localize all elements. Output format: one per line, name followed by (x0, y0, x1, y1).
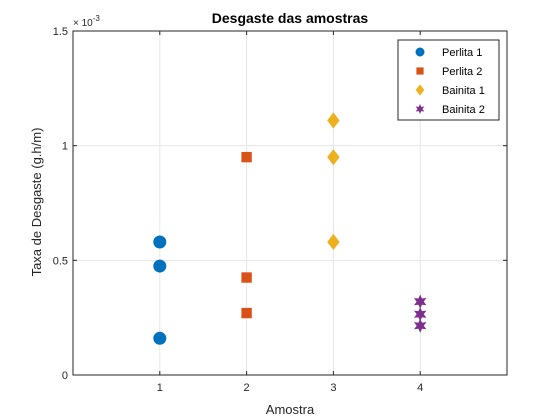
data-point (153, 331, 167, 345)
y-axis-exponent-power: -3 (93, 14, 101, 23)
y-tick-label: 1 (62, 141, 68, 153)
legend-entry-label: Bainita 1 (442, 85, 485, 97)
data-point (153, 259, 167, 273)
series-0 (153, 235, 167, 345)
axes (72, 30, 508, 376)
legend-entry-label: Perlita 2 (442, 66, 482, 78)
series-1 (241, 151, 252, 319)
legend-box (397, 39, 500, 121)
legend: Perlita 1 Perlita 2 Bainita 1 Bainita 2 (397, 39, 500, 121)
y-axis-label: Taxa de Desgaste (g.h/m) (29, 128, 44, 277)
axes-box (72, 30, 508, 376)
x-tick-label: 2 (244, 382, 250, 394)
data-point (327, 112, 340, 129)
legend-marker (416, 67, 424, 75)
legend-entry-label: Perlita 1 (442, 47, 482, 59)
legend-marker (415, 47, 425, 57)
x-tick-label: 4 (417, 382, 423, 394)
data-point (414, 294, 427, 309)
y-axis-exponent-base: × 10 (73, 18, 93, 29)
y-tick-label: 1.5 (53, 26, 68, 38)
x-axis-label: Amostra (266, 402, 315, 417)
data-point (153, 235, 167, 249)
tick-labels: 1 2 3 4 0 0.5 1 1.5 (53, 26, 424, 394)
legend-marker (415, 84, 425, 96)
series-2 (327, 112, 340, 251)
legend-entry-label: Bainita 2 (442, 104, 485, 116)
x-tick-label: 1 (157, 382, 163, 394)
data-markers (153, 112, 427, 345)
x-tick-label: 3 (330, 382, 336, 394)
y-axis-exponent: × 10-3 (73, 14, 100, 29)
svg-text:× 10-3: × 10-3 (73, 14, 100, 29)
y-tick-label: 0.5 (53, 255, 68, 267)
data-point (414, 307, 427, 322)
series-3 (414, 294, 427, 333)
chart-title: Desgaste das amostras (212, 10, 369, 26)
data-point (241, 307, 252, 319)
data-point (241, 151, 252, 163)
data-point (414, 318, 427, 333)
data-point (241, 272, 252, 283)
data-point (327, 149, 340, 166)
y-tick-label: 0 (62, 370, 68, 382)
legend-marker (415, 104, 425, 114)
data-point (327, 233, 340, 251)
